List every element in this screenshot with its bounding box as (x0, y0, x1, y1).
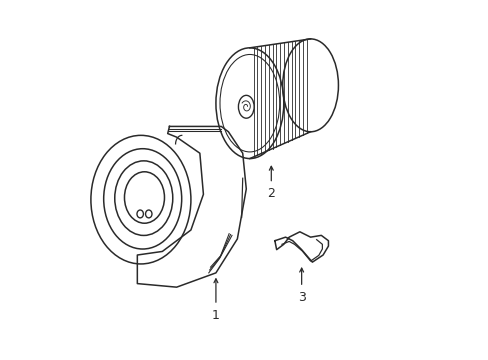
Text: 1: 1 (212, 309, 220, 321)
Text: 3: 3 (297, 291, 305, 304)
Text: 2: 2 (267, 187, 275, 200)
